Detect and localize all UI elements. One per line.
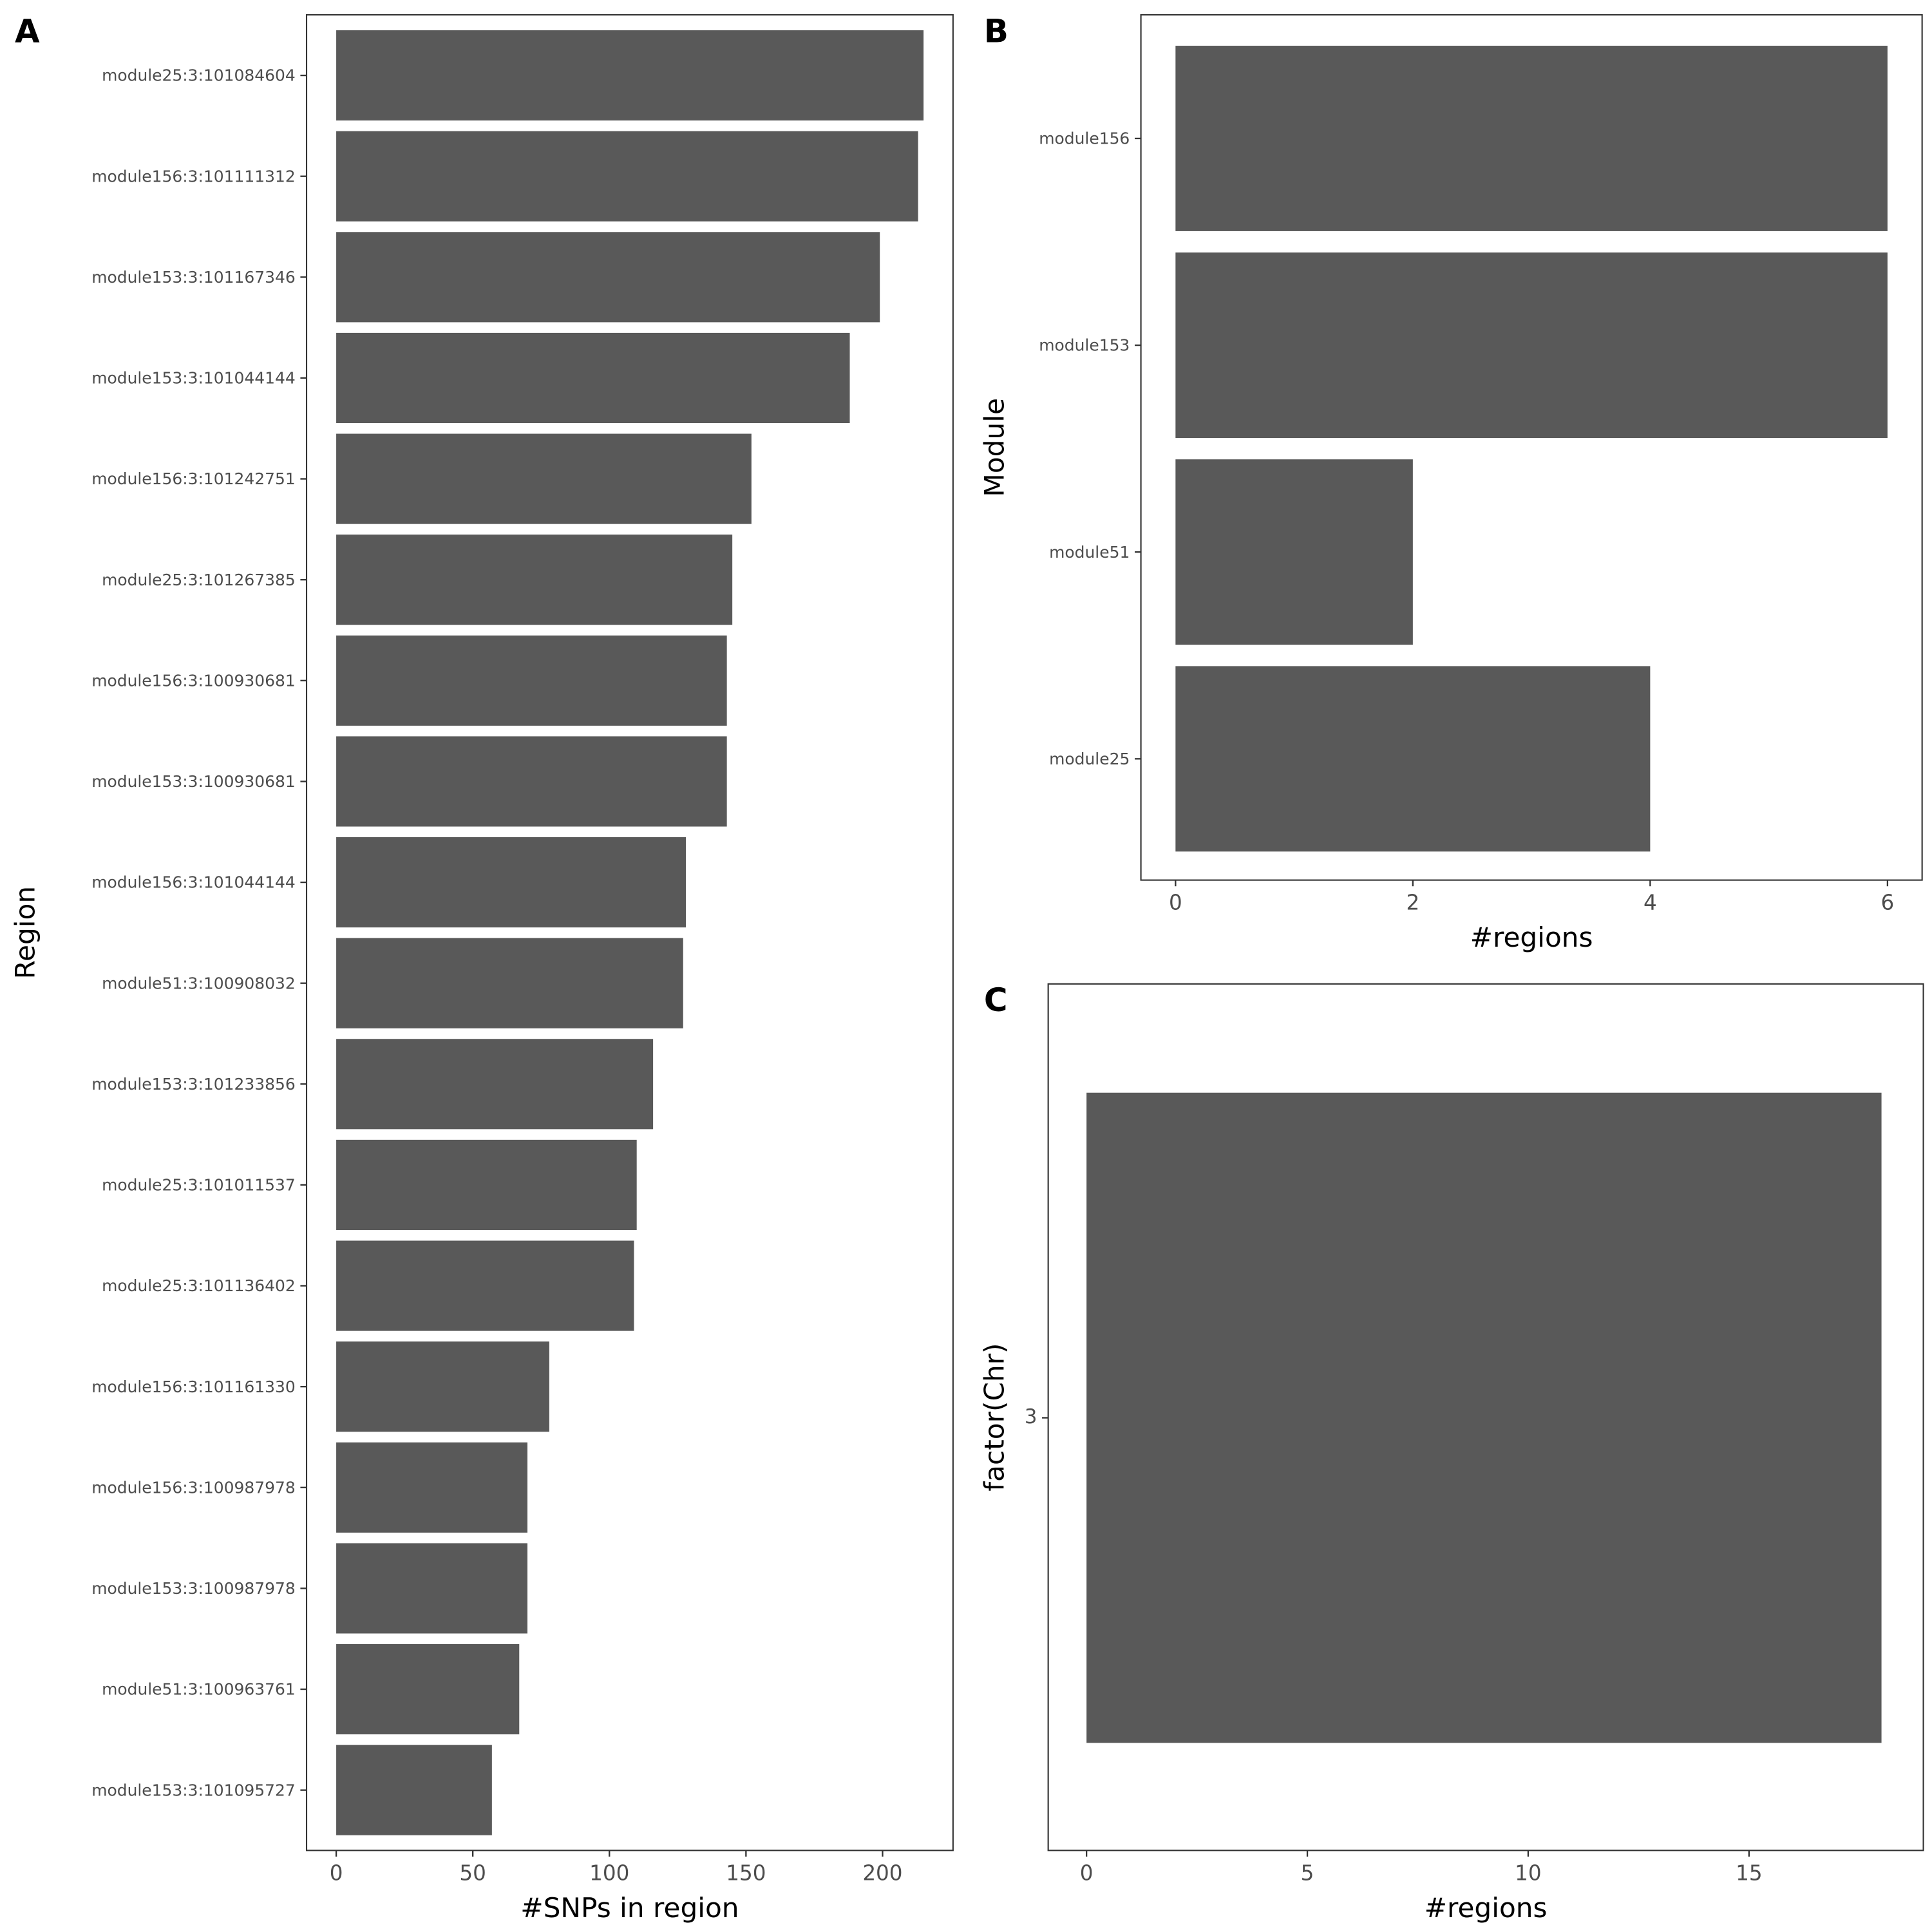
y-tick-label: module25:3:101011537 <box>102 1176 296 1195</box>
y-axis-title: Module <box>979 398 1010 497</box>
bar <box>1175 46 1888 231</box>
bar <box>336 535 733 625</box>
bar <box>336 1543 528 1634</box>
panel-c: 3 0 5 10 15 #regions factor(Chr) <box>979 983 1924 1924</box>
y-tick-label: module25:3:101267385 <box>102 571 296 589</box>
bar <box>336 232 880 323</box>
y-tick-label: module156:3:101161330 <box>91 1378 296 1396</box>
y-tick-label: module153:3:101167346 <box>91 268 296 287</box>
x-tick-label: 150 <box>726 1861 766 1885</box>
bar <box>336 332 850 424</box>
bar <box>336 736 727 827</box>
y-tick-label: module156:3:101044144 <box>91 873 296 892</box>
bar <box>1175 252 1888 439</box>
y-tick-label: module153:3:100987978 <box>91 1579 296 1598</box>
x-tick-label: 4 <box>1643 891 1657 915</box>
bar <box>336 1442 528 1533</box>
x-tick-label: 0 <box>1169 891 1182 915</box>
bar <box>336 131 918 222</box>
x-tick-label: 50 <box>459 1861 486 1885</box>
y-tick-label: module153:3:101095727 <box>91 1781 296 1799</box>
y-axis-title: factor(Chr) <box>979 1343 1010 1491</box>
y-tick-label: module153:3:101044144 <box>91 369 296 388</box>
bar <box>336 30 924 121</box>
y-tick-label: module156:3:100987978 <box>91 1478 296 1497</box>
x-tick-label: 5 <box>1301 1861 1314 1885</box>
y-tick-label: module156:3:100930681 <box>91 671 296 690</box>
x-tick-label: 0 <box>1080 1861 1094 1885</box>
bar <box>336 1643 520 1735</box>
y-tick-label: module51:3:100908032 <box>102 974 296 992</box>
x-axis-title: #regions <box>1425 1892 1548 1924</box>
panel-label-c: C <box>984 981 1008 1019</box>
bar <box>336 1039 654 1130</box>
y-tick-label: module156 <box>1039 129 1130 148</box>
x-axis-title: #regions <box>1470 922 1593 953</box>
bar <box>336 1139 637 1230</box>
y-tick-label: module156:3:101242751 <box>91 469 296 488</box>
y-tick-label: module51:3:100963761 <box>102 1680 296 1699</box>
bar <box>336 1745 492 1835</box>
bar <box>336 635 727 726</box>
y-axis-title: Region <box>10 886 41 980</box>
bar <box>336 1341 549 1432</box>
y-tick-label: 3 <box>1025 1405 1037 1428</box>
y-tick-label: module156:3:101111312 <box>91 167 296 185</box>
bar <box>1175 459 1413 645</box>
y-tick-label: module153 <box>1039 336 1130 355</box>
x-tick-label: 15 <box>1736 1861 1763 1885</box>
x-tick-label: 2 <box>1406 891 1419 915</box>
y-tick-label: module51 <box>1049 543 1130 562</box>
x-tick-label: 100 <box>589 1861 629 1885</box>
bar <box>336 837 687 928</box>
x-axis-title: #SNPs in region <box>520 1892 739 1924</box>
bar <box>1086 1092 1882 1743</box>
bar <box>336 938 683 1028</box>
panel-label-b: B <box>984 12 1009 50</box>
y-tick-label: module153:3:101233856 <box>91 1075 296 1094</box>
x-tick-label: 6 <box>1881 891 1895 915</box>
panel-b: module156 module153 module51 module25 0 2 4 6 #r… <box>979 14 1923 953</box>
bar <box>336 1240 634 1331</box>
y-tick-label: module25 <box>1049 750 1130 768</box>
x-tick-label: 10 <box>1515 1861 1541 1885</box>
y-tick-label: module25:3:101136402 <box>102 1276 296 1295</box>
panel-label-a: A <box>15 12 40 50</box>
bar <box>1175 666 1651 852</box>
x-tick-label: 0 <box>330 1861 343 1885</box>
bar <box>336 433 752 524</box>
y-tick-label: module153:3:100930681 <box>91 772 296 791</box>
x-tick-label: 200 <box>862 1861 902 1885</box>
panel-a: module25:3:101084604 module156:3:10111131… <box>10 14 954 1924</box>
y-tick-label: module25:3:101084604 <box>102 66 296 85</box>
